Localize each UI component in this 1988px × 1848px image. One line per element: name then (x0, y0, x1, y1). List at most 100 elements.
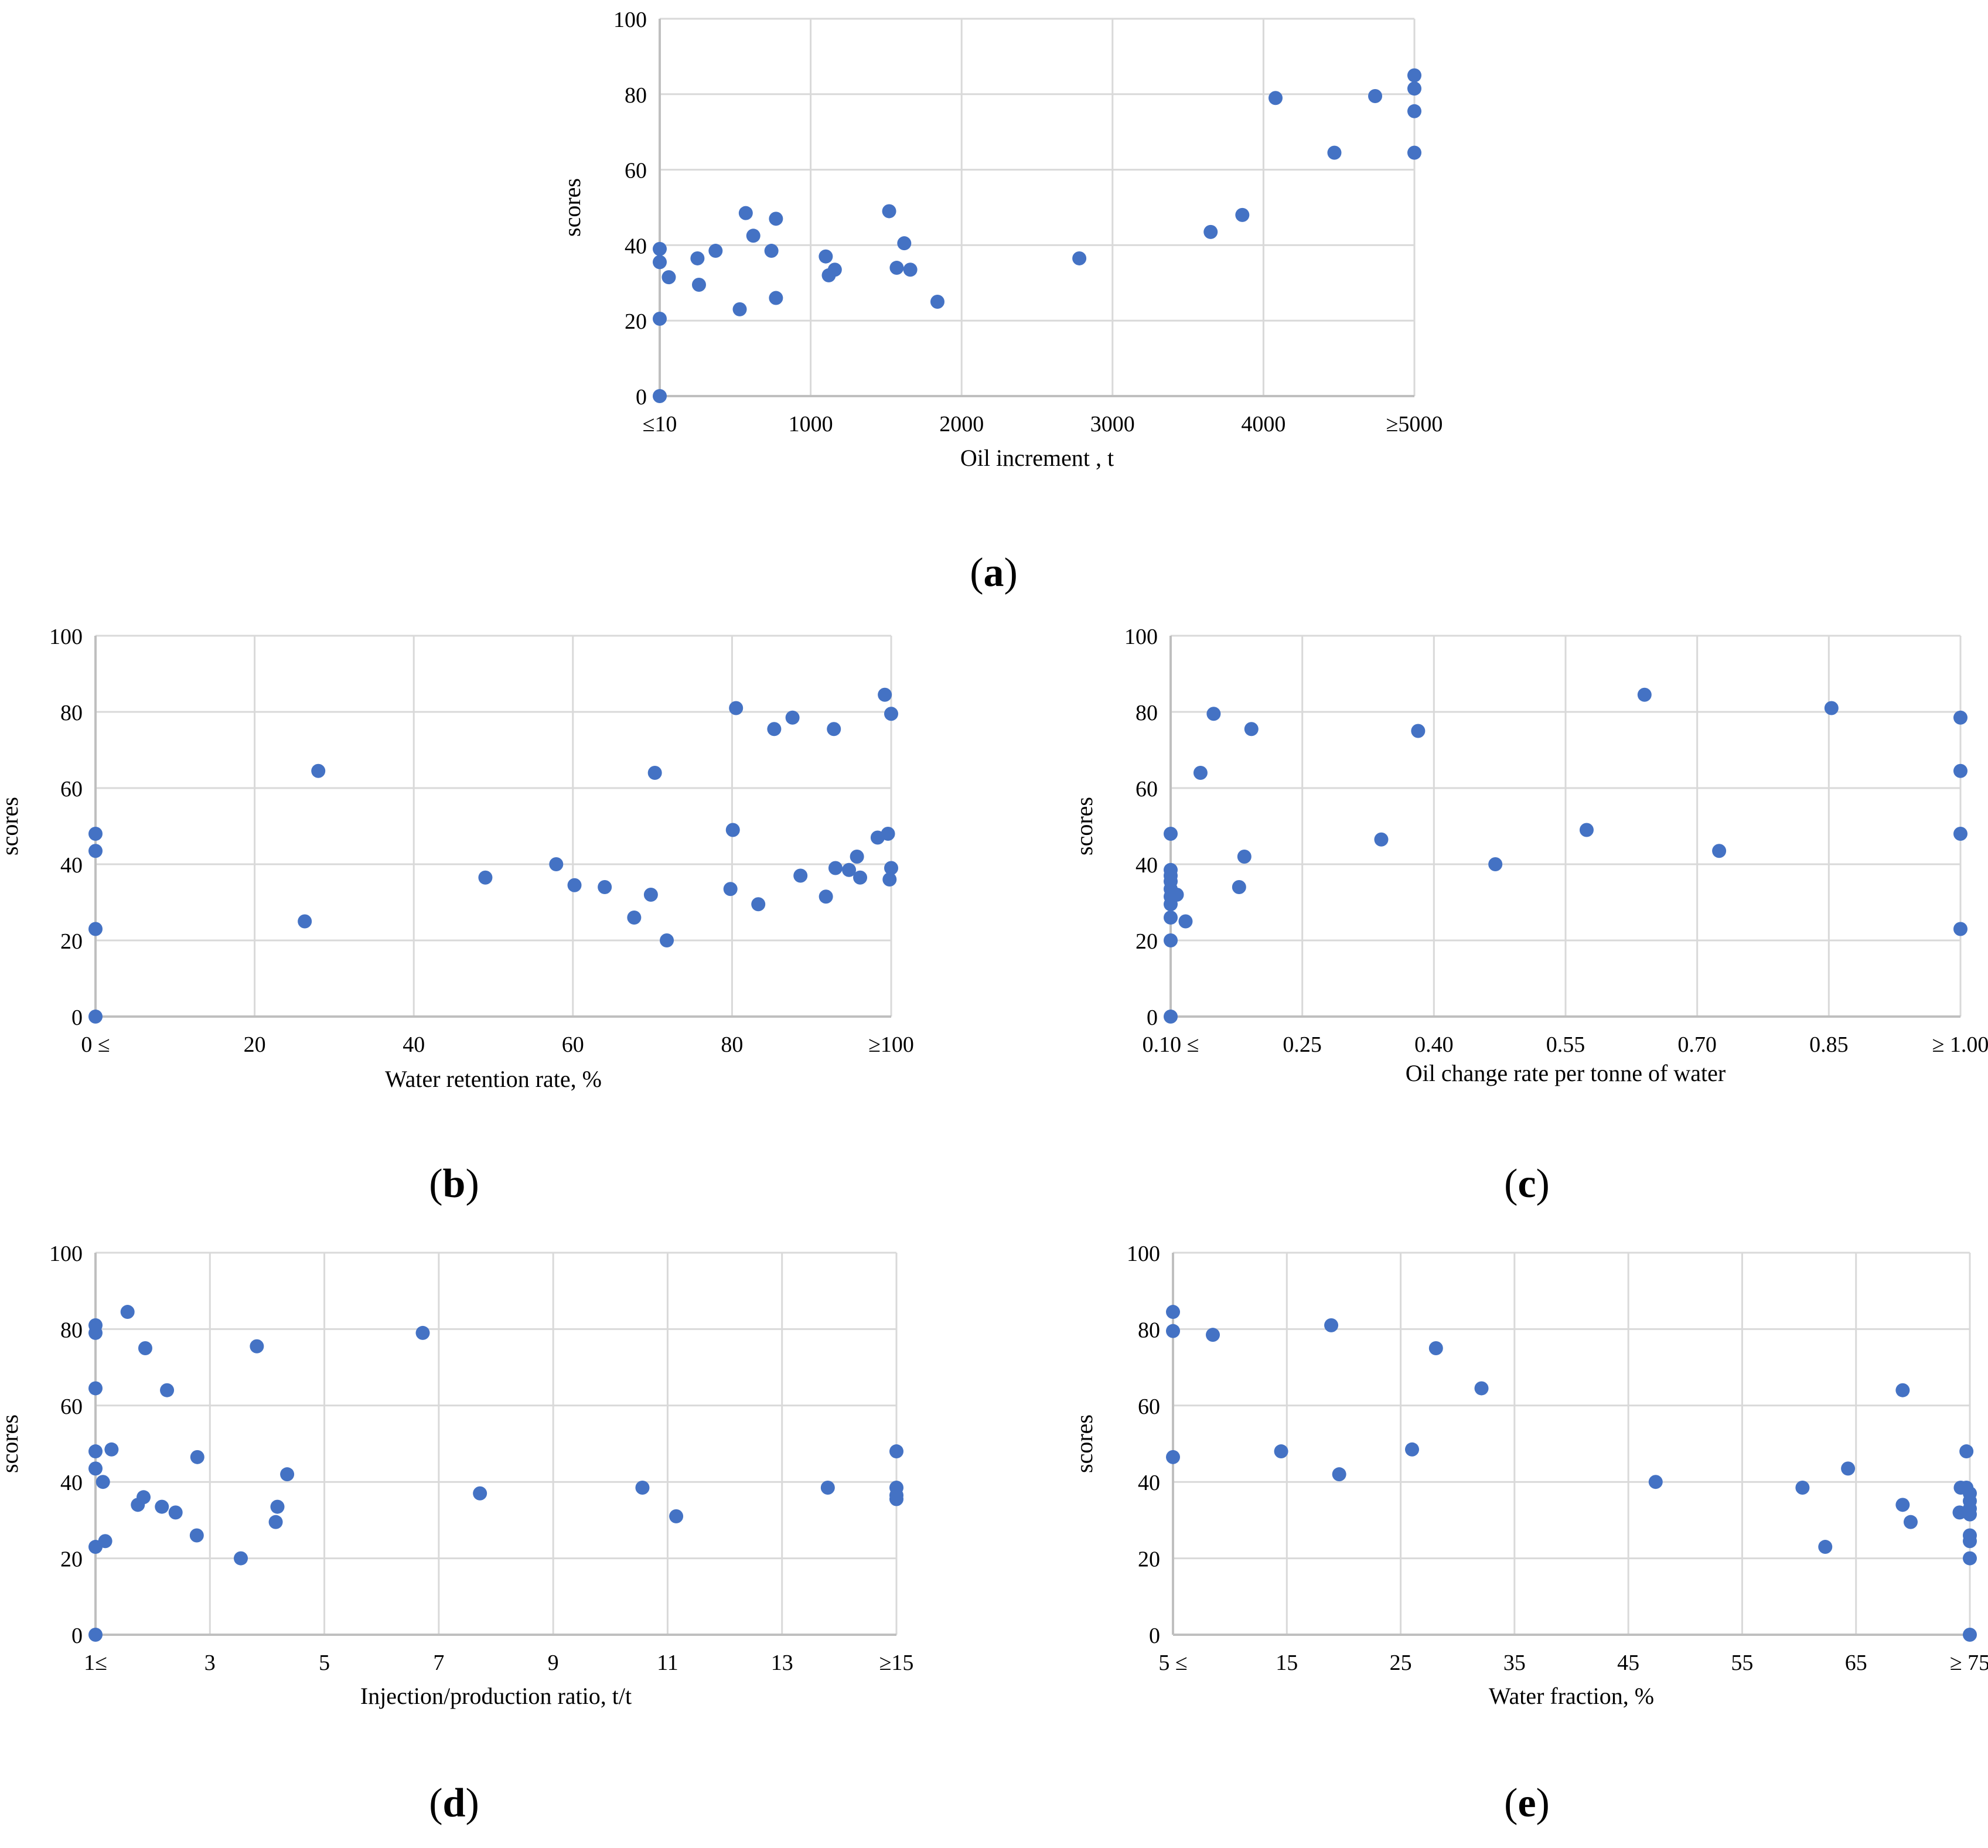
y-tick-label: 20 (1135, 929, 1158, 954)
x-tick-label: ≤10 (643, 412, 677, 437)
data-point (769, 212, 783, 226)
data-point (729, 701, 744, 715)
data-point (725, 823, 740, 837)
data-point (1164, 1010, 1178, 1024)
data-point (1324, 1318, 1339, 1332)
data-point (160, 1383, 175, 1397)
data-point (88, 922, 103, 936)
data-point (1824, 701, 1839, 715)
x-tick-label: 4000 (1241, 412, 1285, 437)
data-point (1903, 1515, 1918, 1529)
y-tick-label: 80 (60, 1318, 83, 1342)
data-point (882, 872, 897, 887)
data-point (738, 206, 753, 220)
x-tick-label: 0.70 (1677, 1032, 1717, 1057)
x-tick-label: 45 (1617, 1651, 1639, 1675)
data-point (137, 1490, 151, 1505)
data-point (1169, 888, 1184, 902)
data-point (1193, 766, 1208, 780)
data-point (88, 1010, 103, 1024)
data-point (723, 882, 738, 896)
y-tick-label: 60 (1135, 777, 1158, 802)
data-point (884, 707, 898, 721)
y-tick-label: 0 (71, 1624, 83, 1648)
data-point (1411, 724, 1426, 738)
data-point (1206, 1328, 1220, 1342)
data-point (708, 244, 723, 258)
data-point (1407, 145, 1421, 160)
data-point (1235, 207, 1250, 222)
y-tick-label: 100 (1124, 625, 1158, 649)
y-tick-label: 20 (60, 929, 83, 954)
y-tick-label: 40 (1135, 853, 1158, 878)
y-tick-label: 80 (1135, 701, 1158, 725)
data-point (853, 870, 868, 885)
data-point (268, 1515, 283, 1529)
data-point (1474, 1381, 1489, 1396)
y-tick-label: 20 (60, 1547, 83, 1572)
data-point (415, 1325, 430, 1340)
data-point (549, 857, 564, 871)
data-point (1407, 81, 1421, 96)
data-point (889, 1492, 903, 1506)
x-tick-label: 7 (433, 1651, 444, 1675)
data-point (478, 870, 493, 885)
x-tick-label: 60 (562, 1032, 584, 1057)
y-tick-label: 80 (60, 701, 83, 725)
data-point (647, 766, 662, 780)
panel-label: (e) (1504, 1781, 1550, 1826)
data-point (850, 850, 864, 864)
y-axis-title: scores (559, 178, 585, 237)
x-axis-title: Water fraction, % (1489, 1683, 1654, 1709)
data-point (88, 1461, 103, 1476)
data-point (1963, 1507, 1977, 1522)
data-point (1244, 722, 1259, 737)
data-point (1072, 251, 1087, 265)
data-point (1488, 857, 1503, 871)
x-tick-label: 11 (657, 1651, 678, 1675)
data-point (793, 868, 808, 883)
chart-a-oil-increment: 0 20 40 60 80 100 ≤10 1000 2000 3000 4000 ≥5000 scor… (559, 8, 1443, 595)
data-point (1374, 832, 1389, 847)
data-point (764, 244, 779, 258)
y-tick-label: 40 (1138, 1471, 1160, 1495)
data-point (168, 1505, 183, 1520)
y-tick-label: 80 (1138, 1318, 1160, 1342)
data-point (88, 1381, 103, 1396)
x-tick-label: 3000 (1090, 412, 1135, 437)
data-point (635, 1480, 650, 1495)
data-point (767, 722, 782, 737)
data-point (1959, 1444, 1974, 1459)
data-point (669, 1509, 684, 1523)
data-point (691, 278, 706, 292)
x-tick-label: 0.10 ≤ (1143, 1032, 1199, 1057)
data-point (1963, 1628, 1977, 1642)
x-tick-label: 5 ≤ (1158, 1651, 1187, 1675)
data-point (1648, 1475, 1663, 1489)
data-point (1332, 1467, 1346, 1482)
data-point (1164, 827, 1178, 841)
data-point (88, 827, 103, 841)
x-axis-title: Oil increment , t (960, 445, 1114, 471)
y-tick-label: 20 (625, 309, 647, 334)
data-point (746, 229, 761, 243)
data-point (1963, 1534, 1977, 1549)
panel-label: (a) (970, 550, 1018, 595)
x-tick-label: 35 (1503, 1651, 1526, 1675)
x-axis-title: Injection/production ratio, t/t (360, 1683, 632, 1709)
data-point (155, 1499, 169, 1514)
x-tick-label: ≥ 1.00 (1932, 1032, 1988, 1057)
x-tick-label: 0.25 (1283, 1032, 1322, 1057)
x-tick-label: 0.40 (1414, 1032, 1454, 1057)
data-point (98, 1534, 112, 1549)
data-point (104, 1442, 119, 1457)
x-tick-label: 9 (548, 1651, 559, 1675)
x-tick-label: ≥5000 (1386, 412, 1443, 437)
data-point (627, 911, 642, 925)
data-point (653, 311, 667, 326)
x-tick-label: ≥ 75 (1950, 1651, 1988, 1675)
data-point (827, 722, 841, 737)
x-tick-label: 80 (721, 1032, 743, 1057)
data-point (1164, 862, 1178, 877)
